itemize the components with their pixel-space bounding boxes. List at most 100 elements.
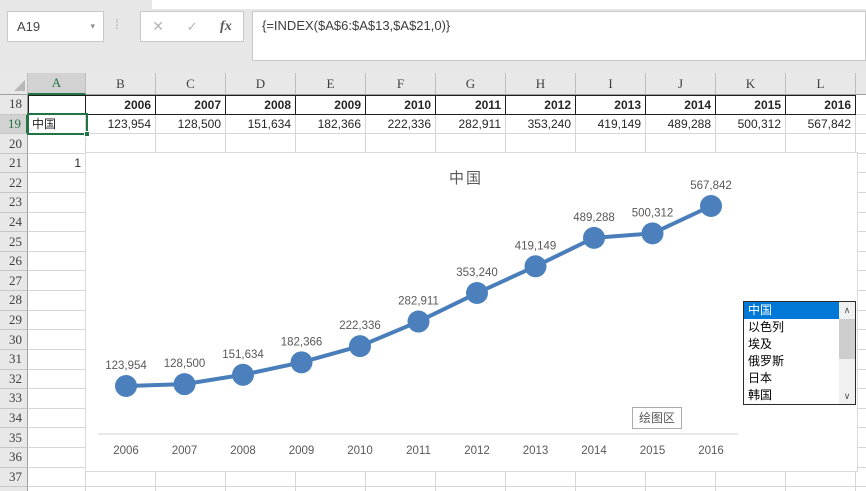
cell-a19[interactable]: 中国	[28, 114, 86, 135]
cell-a31[interactable]	[28, 349, 86, 370]
cell-i19[interactable]: 419,149	[576, 114, 646, 135]
chart-title[interactable]: 中国	[449, 170, 483, 187]
select-all-corner[interactable]	[0, 73, 28, 95]
cell-b18[interactable]: 2006	[86, 95, 156, 115]
cell-d18[interactable]: 2008	[226, 95, 296, 115]
cell-a27[interactable]	[28, 271, 86, 292]
row-header-28[interactable]: 28	[0, 291, 28, 311]
cell-a22[interactable]	[28, 173, 86, 194]
cell-a29[interactable]	[28, 310, 86, 331]
cell-a28[interactable]	[28, 291, 86, 311]
row-header-24[interactable]: 24	[0, 212, 28, 233]
data-point-2007[interactable]	[173, 373, 196, 396]
cell-c18[interactable]: 2007	[156, 95, 226, 115]
cell-e38[interactable]	[296, 487, 366, 491]
cell-i18[interactable]: 2013	[576, 95, 646, 115]
cell-i37[interactable]	[576, 467, 646, 488]
column-header-f[interactable]: F	[366, 73, 436, 95]
column-header-c[interactable]: C	[156, 73, 226, 95]
cell-b19[interactable]: 123,954	[86, 114, 156, 135]
row-header-29[interactable]: 29	[0, 310, 28, 331]
cell-e19[interactable]: 182,366	[296, 114, 366, 135]
row-header-36[interactable]: 36	[0, 447, 28, 468]
cell-c20[interactable]	[156, 134, 226, 154]
cell-l20[interactable]	[786, 134, 856, 154]
data-point-2008[interactable]	[232, 363, 254, 386]
cell-g20[interactable]	[436, 134, 506, 154]
data-point-2011[interactable]	[407, 310, 430, 333]
cell-h18[interactable]: 2012	[506, 95, 576, 115]
row-header-38[interactable]: 38	[0, 487, 28, 491]
cell-c38[interactable]	[156, 487, 226, 491]
cell-j37[interactable]	[646, 467, 716, 488]
cell-f19[interactable]: 222,336	[366, 114, 436, 135]
row-header-35[interactable]: 35	[0, 428, 28, 448]
data-point-2015[interactable]	[641, 222, 664, 245]
column-header-b[interactable]: B	[86, 73, 156, 95]
cell-d38[interactable]	[226, 487, 296, 491]
cell-d20[interactable]	[226, 134, 296, 154]
cell-j20[interactable]	[646, 134, 716, 154]
row-header-21[interactable]: 21	[0, 153, 28, 174]
data-point-2012[interactable]	[466, 282, 488, 305]
cell-l37[interactable]	[786, 467, 856, 488]
cell-h20[interactable]	[506, 134, 576, 154]
column-header-j[interactable]: J	[646, 73, 716, 95]
cell-g19[interactable]: 282,911	[436, 114, 506, 135]
formula-input[interactable]: {=INDEX($A$6:$A$13,$A$21,0)}	[252, 11, 866, 61]
cell-b37[interactable]	[86, 467, 156, 488]
cell-e18[interactable]: 2009	[296, 95, 366, 115]
row-header-23[interactable]: 23	[0, 193, 28, 213]
listbox-item-5[interactable]: 日本	[748, 371, 773, 385]
cell-h19[interactable]: 353,240	[506, 114, 576, 135]
column-header-i[interactable]: I	[576, 73, 646, 95]
cell-a24[interactable]	[28, 212, 86, 233]
cell-a21[interactable]: 1	[28, 153, 86, 174]
country-listbox[interactable]: 中国 以色列 埃及 俄罗斯 日本 韩国 ∧ ∨	[743, 301, 856, 405]
listbox-item-2[interactable]: 以色列	[748, 320, 785, 334]
row-header-25[interactable]: 25	[0, 232, 28, 252]
row-header-37[interactable]: 37	[0, 467, 28, 488]
cell-a37[interactable]	[28, 467, 86, 488]
cell-f38[interactable]	[366, 487, 436, 491]
data-point-2006[interactable]	[115, 375, 137, 397]
cell-f20[interactable]	[366, 134, 436, 154]
data-point-2016[interactable]	[700, 195, 722, 217]
cell-j19[interactable]: 489,288	[646, 114, 716, 135]
cell-a33[interactable]	[28, 389, 86, 409]
cell-l38[interactable]	[786, 487, 856, 491]
cell-e20[interactable]	[296, 134, 366, 154]
cell-k37[interactable]	[716, 467, 786, 488]
column-header-k[interactable]: K	[716, 73, 786, 95]
insert-function-icon[interactable]: fx	[220, 18, 232, 34]
scrollbar-thumb[interactable]	[839, 319, 855, 359]
cell-g38[interactable]	[436, 487, 506, 491]
scroll-up-icon[interactable]: ∧	[843, 304, 851, 315]
row-header-20[interactable]: 20	[0, 134, 28, 154]
name-box[interactable]: A19 ▾	[7, 11, 104, 42]
cell-k20[interactable]	[716, 134, 786, 154]
cell-a26[interactable]	[28, 251, 86, 272]
chart-object[interactable]: 中国 123,954 2006 128,500 2007 151,634 2008 182,3…	[85, 152, 858, 472]
listbox-item-4[interactable]: 俄罗斯	[748, 354, 785, 368]
cell-a30[interactable]	[28, 330, 86, 350]
cell-k18[interactable]: 2015	[716, 95, 786, 115]
row-header-30[interactable]: 30	[0, 330, 28, 350]
cell-j18[interactable]: 2014	[646, 95, 716, 115]
name-box-dropdown-icon[interactable]: ▾	[90, 21, 95, 31]
scroll-down-icon[interactable]: ∨	[843, 390, 851, 401]
cell-a32[interactable]	[28, 369, 86, 390]
cell-h38[interactable]	[506, 487, 576, 491]
row-header-22[interactable]: 22	[0, 173, 28, 194]
cell-l19[interactable]: 567,842	[786, 114, 856, 135]
cell-l18[interactable]: 2016	[786, 95, 856, 115]
column-header-a[interactable]: A	[28, 73, 86, 95]
cell-k38[interactable]	[716, 487, 786, 491]
enter-icon[interactable]: ✓	[186, 18, 198, 34]
data-point-2010[interactable]	[349, 335, 371, 358]
column-header-e[interactable]: E	[296, 73, 366, 95]
cell-c19[interactable]: 128,500	[156, 114, 226, 135]
row-header-27[interactable]: 27	[0, 271, 28, 292]
column-header-l[interactable]: L	[786, 73, 856, 95]
row-header-34[interactable]: 34	[0, 408, 28, 429]
